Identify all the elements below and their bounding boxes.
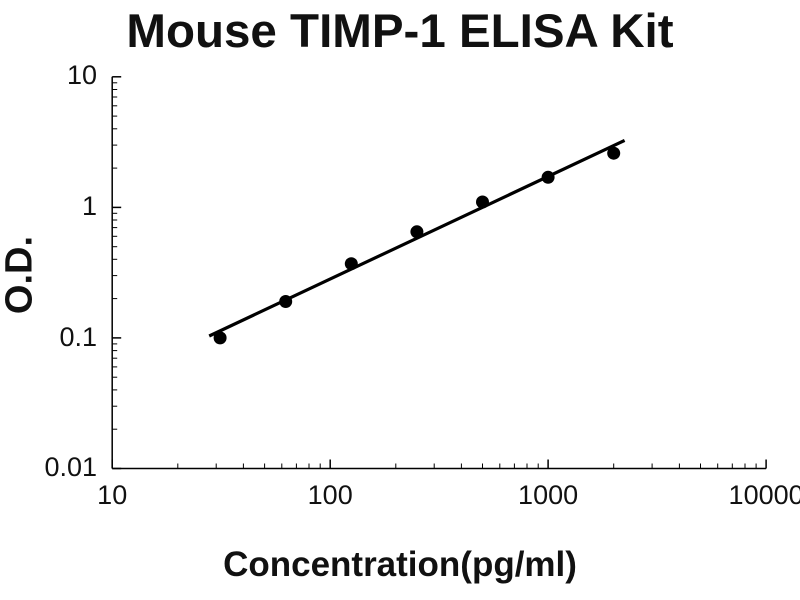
svg-text:0.01: 0.01 bbox=[44, 452, 97, 482]
svg-text:10: 10 bbox=[97, 480, 127, 510]
svg-text:100: 100 bbox=[308, 480, 353, 510]
svg-text:1000: 1000 bbox=[518, 480, 578, 510]
svg-text:10: 10 bbox=[67, 60, 97, 90]
svg-text:1: 1 bbox=[82, 191, 97, 221]
svg-text:10000: 10000 bbox=[729, 480, 800, 510]
svg-text:0.1: 0.1 bbox=[59, 322, 97, 352]
